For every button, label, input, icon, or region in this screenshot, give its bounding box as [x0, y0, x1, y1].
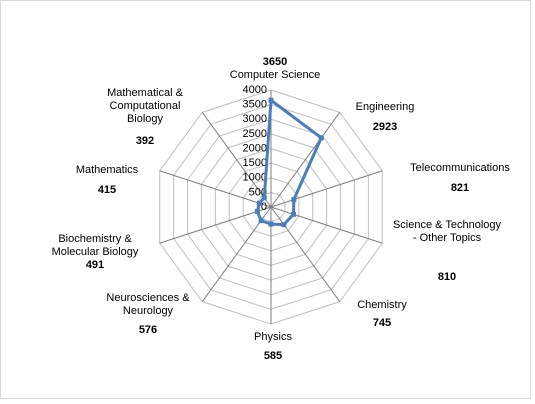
axis-spoke [201, 112, 272, 208]
data-label: 415 [97, 184, 117, 196]
y-tick-label: 3000 [243, 113, 267, 125]
y-tick-label: 2000 [243, 142, 267, 154]
category-label: Telecommunications [410, 162, 510, 174]
data-point [258, 218, 264, 224]
y-tick-label: 0 [261, 201, 267, 213]
data-point [291, 197, 297, 203]
category-label: Science & Technology - Other Topics [392, 219, 502, 244]
y-tick-label: 4000 [243, 84, 267, 96]
data-point [268, 221, 274, 227]
data-point [318, 135, 324, 141]
axis-spoke [270, 206, 383, 244]
category-label: Mathematical & Computational Biology [107, 87, 183, 125]
y-tick-label: 3500 [243, 99, 267, 111]
category-label: Engineering [355, 101, 415, 113]
category-label: Chemistry [357, 299, 407, 311]
data-label: 491 [85, 259, 105, 271]
data-point [268, 97, 274, 103]
y-tick-label: 2500 [243, 128, 267, 140]
data-label: 2923 [372, 121, 398, 133]
data-label: 585 [263, 350, 283, 362]
data-point [291, 211, 297, 217]
data-label: 392 [135, 135, 155, 147]
axis-spoke [159, 170, 272, 208]
data-label: 821 [450, 182, 470, 194]
data-label: 3650 [262, 56, 288, 68]
category-label: Mathematics [75, 164, 139, 176]
category-label: Neurosciences & Neurology [106, 292, 190, 317]
category-label: Biochemistry & Molecular Biology [51, 233, 139, 258]
axis-spoke [270, 170, 383, 208]
axis-spoke [159, 206, 272, 244]
axis-spoke [270, 112, 341, 208]
y-tick-label: 1000 [243, 172, 267, 184]
category-label: Physics [254, 331, 292, 343]
data-point [256, 200, 262, 206]
y-tick-label: 1500 [243, 157, 267, 169]
category-label: Computer Science [229, 69, 321, 81]
data-point [254, 208, 260, 214]
data-point [261, 195, 267, 201]
axis-spoke [270, 206, 341, 302]
data-label: 576 [138, 324, 158, 336]
data-point [281, 222, 287, 228]
data-label: 810 [437, 271, 457, 283]
data-label: 745 [372, 317, 392, 329]
